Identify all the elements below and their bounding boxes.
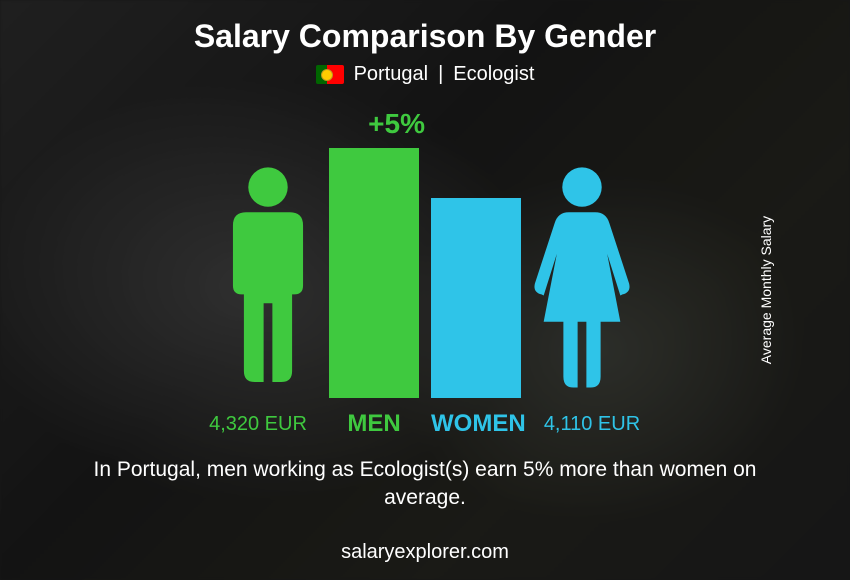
- men-label: MEN: [329, 410, 419, 438]
- infographic-container: Salary Comparison By Gender Portugal | E…: [0, 0, 850, 580]
- difference-label: +5%: [368, 108, 425, 140]
- y-axis-label: Average Monthly Salary: [758, 216, 774, 364]
- portugal-flag-icon: [316, 65, 344, 84]
- page-title: Salary Comparison By Gender: [194, 18, 656, 55]
- female-icon: [527, 163, 637, 398]
- bar-women: [431, 198, 521, 398]
- labels-row: 4,320 EUR MEN WOMEN 4,110 EUR: [105, 410, 745, 438]
- subtitle-country: Portugal: [354, 63, 429, 86]
- summary-text: In Portugal, men working as Ecologist(s)…: [75, 456, 775, 513]
- subtitle-role: Ecologist: [453, 63, 534, 86]
- subtitle-row: Portugal | Ecologist: [316, 63, 535, 86]
- men-salary-value: 4,320 EUR: [193, 413, 323, 436]
- women-label: WOMEN: [431, 410, 521, 438]
- bar-men: [329, 148, 419, 398]
- bars-row: [105, 148, 745, 398]
- subtitle-separator: |: [438, 63, 443, 86]
- women-salary-value: 4,110 EUR: [527, 413, 657, 436]
- male-icon: [213, 163, 323, 398]
- footer-source: salaryexplorer.com: [0, 541, 850, 564]
- chart-area: +5% 4,320 EUR MEN WOMEN 4,110 EUR: [105, 108, 745, 438]
